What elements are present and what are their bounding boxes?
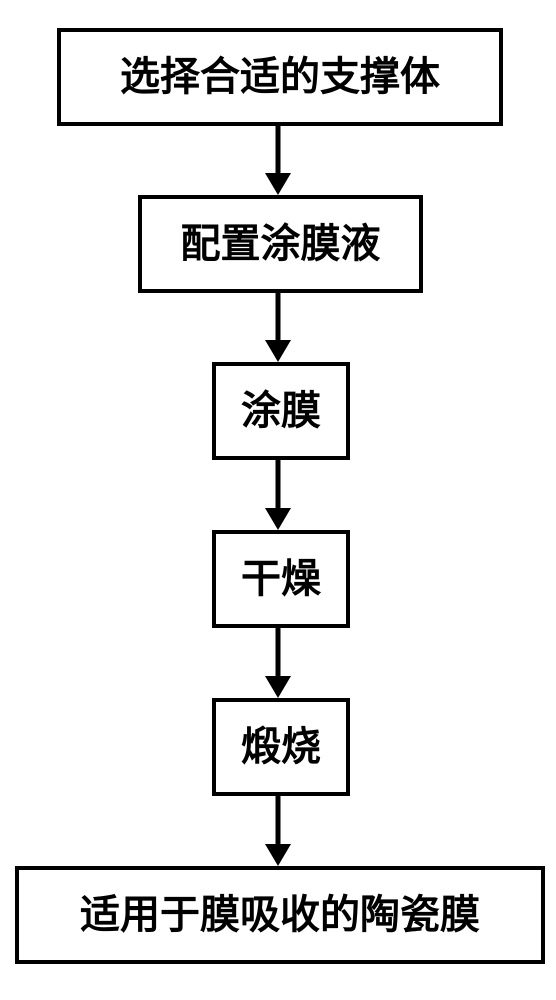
arrow-head-icon	[265, 508, 291, 530]
arrow-head-icon	[265, 844, 291, 866]
flow-arrow	[265, 628, 291, 698]
arrow-head-icon	[265, 173, 291, 195]
flow-node-label: 配置涂膜液	[181, 221, 381, 267]
flow-node-calcination: 煅烧	[212, 698, 350, 796]
flow-arrow	[265, 126, 291, 195]
flow-node-label: 煅烧	[241, 724, 321, 770]
flow-arrow	[265, 293, 291, 362]
arrow-shaft	[276, 628, 281, 678]
arrow-head-icon	[265, 340, 291, 362]
flow-node-label: 涂膜	[241, 388, 321, 434]
flow-node-prepare-coating: 配置涂膜液	[138, 195, 423, 293]
arrow-shaft	[276, 796, 281, 846]
flow-node-drying: 干燥	[212, 530, 350, 628]
arrow-shaft	[276, 293, 281, 342]
flow-node-label: 干燥	[241, 556, 321, 602]
flowchart-container: 选择合适的支撑体 配置涂膜液 涂膜 干燥 煅烧 适用于膜吸收的陶瓷膜	[0, 0, 556, 1000]
flow-node-select-support: 选择合适的支撑体	[57, 28, 503, 126]
flow-node-ceramic-membrane: 适用于膜吸收的陶瓷膜	[15, 866, 545, 964]
flow-arrow	[265, 460, 291, 530]
arrow-shaft	[276, 460, 281, 510]
arrow-head-icon	[265, 676, 291, 698]
flow-arrow	[265, 796, 291, 866]
flow-node-label: 选择合适的支撑体	[120, 54, 440, 100]
arrow-shaft	[276, 126, 281, 175]
flow-node-label: 适用于膜吸收的陶瓷膜	[80, 892, 480, 938]
flow-node-coating: 涂膜	[212, 362, 350, 460]
